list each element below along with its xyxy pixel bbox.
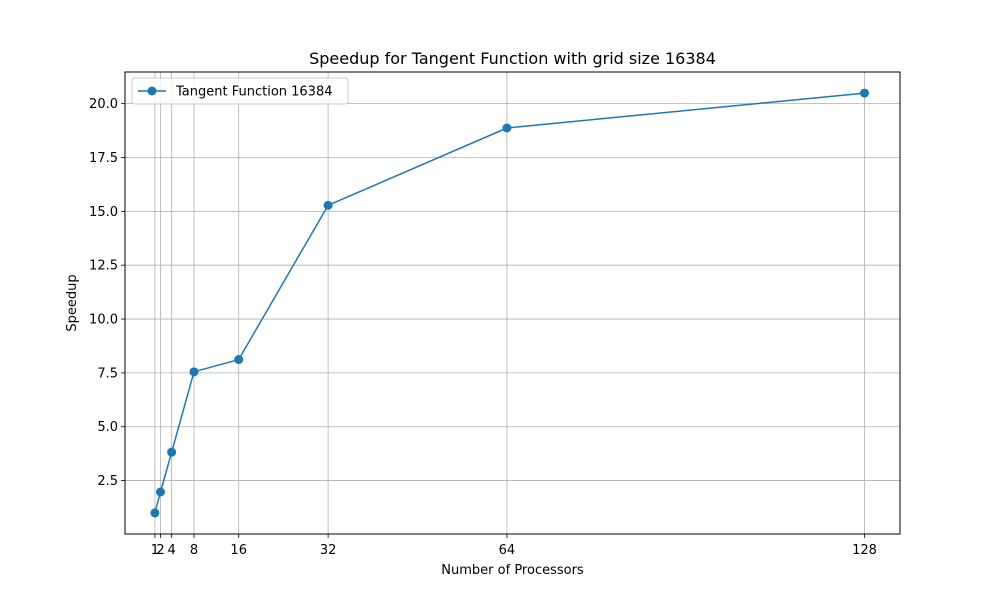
x-tick-label: 32 [320, 543, 337, 558]
y-tick-label: 2.5 [97, 474, 118, 489]
data-point [502, 123, 512, 133]
series-line [154, 92, 865, 514]
y-tick-label: 10.0 [89, 313, 118, 328]
data-point [234, 355, 244, 365]
data-point [150, 508, 160, 518]
legend: Tangent Function 16384 [131, 77, 349, 105]
y-tick-label: 20.0 [89, 97, 118, 112]
x-tick-label: 1 [151, 543, 159, 558]
legend-box [131, 77, 349, 105]
data-point [323, 200, 333, 210]
legend-marker-swatch [147, 86, 157, 96]
grid [125, 72, 900, 534]
y-tick-label: 15.0 [89, 205, 118, 220]
x-tick-label: 64 [499, 543, 516, 558]
legend-entry-label: Tangent Function 16384 [175, 85, 333, 100]
x-tick-label: 4 [168, 543, 176, 558]
y-tick-label: 7.5 [97, 366, 118, 381]
y-tick-label: 17.5 [89, 151, 118, 166]
series-layer [150, 88, 870, 518]
x-tick-label: 128 [852, 543, 877, 558]
x-tick-label: 8 [190, 543, 198, 558]
axis-ticks: 12 4 8 16 32 64 128 2.5 5.0 7.5 10.0 12.5 15.0 17.5 20… [89, 97, 877, 558]
x-tick-label: 2 [156, 543, 164, 558]
y-tick-label: 5.0 [97, 420, 118, 435]
plot-area-frame [124, 71, 901, 535]
chart-title: Speedup for Tangent Function with grid s… [309, 49, 716, 68]
data-point [155, 487, 165, 497]
data-point [167, 447, 177, 457]
y-axis-label: Speedup [65, 274, 80, 331]
x-tick-label: 16 [230, 543, 247, 558]
x-axis-label: Number of Processors [441, 563, 584, 578]
data-point [189, 367, 199, 377]
y-tick-label: 12.5 [89, 259, 118, 274]
data-point [860, 88, 870, 98]
